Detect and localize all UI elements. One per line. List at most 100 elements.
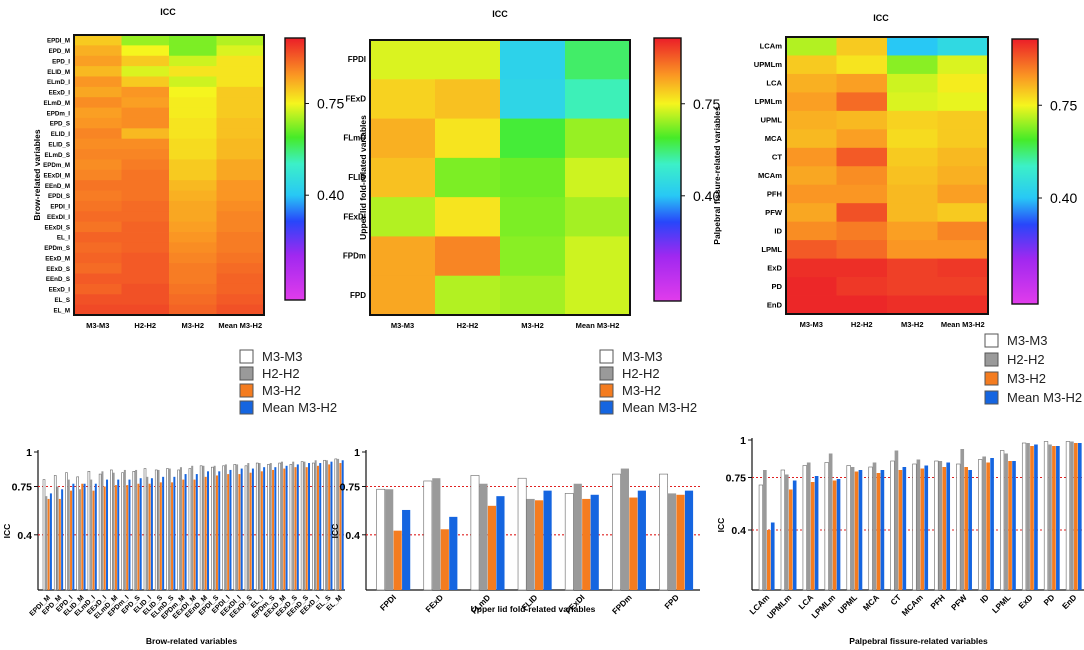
heatmap-cell: [169, 190, 217, 202]
heatmap-row-label: EExD_I: [49, 287, 71, 294]
bar: [300, 461, 304, 591]
x-tick-label: FExD: [424, 593, 445, 614]
heatmap-cell: [216, 55, 265, 67]
heatmap-cell: [169, 76, 217, 88]
heatmap-cell: [169, 221, 217, 233]
bar: [916, 459, 921, 590]
bar: [667, 493, 677, 590]
bar: [260, 471, 263, 590]
heatmap-cell: [435, 197, 501, 237]
bar: [207, 471, 210, 590]
heatmap-row-label: FLmD: [343, 134, 366, 143]
bar: [70, 490, 73, 590]
colorbar: [1011, 38, 1039, 305]
heatmap-column-label: M3-H2: [901, 320, 924, 329]
heatmap-cell: [169, 107, 217, 119]
heatmap-cell: [169, 66, 217, 77]
heatmap-cell: [836, 92, 888, 112]
bar: [312, 462, 315, 591]
heatmap-cell: [370, 197, 436, 237]
heatmap-row-label: PD: [771, 282, 782, 291]
bar: [890, 460, 895, 591]
bar: [224, 464, 227, 590]
legend-swatch: [239, 349, 254, 364]
bar: [770, 522, 775, 590]
colorbar-tick-label: 0.40: [317, 187, 344, 203]
bar: [792, 480, 797, 590]
heatmap-row-label: PFH: [767, 189, 782, 198]
bar: [229, 469, 232, 590]
heatmap-column-label: Mean M3-H2: [576, 321, 620, 330]
heatmap-cell: [121, 221, 170, 233]
heatmap-row-label: ELmD_S: [45, 152, 70, 159]
heatmap-cell: [887, 221, 938, 241]
heatmap-cell: [121, 190, 170, 202]
bar: [496, 496, 505, 590]
heatmap-cell: [74, 304, 122, 316]
heatmap-cell: [836, 277, 888, 296]
bar: [47, 498, 50, 590]
bar: [274, 467, 277, 590]
heatmap-cell: [836, 295, 888, 315]
bar: [824, 462, 829, 591]
heatmap-cell: [216, 304, 265, 316]
heatmap-cell: [216, 211, 265, 223]
heatmap-cell: [216, 283, 265, 295]
bar: [184, 474, 187, 590]
legend-swatch: [239, 366, 254, 381]
heatmap-row-label: EExDI_S: [45, 224, 70, 231]
heatmap-cell: [937, 240, 989, 259]
heatmap-border: [785, 36, 989, 315]
bar: [128, 479, 131, 590]
legend-label: M3-M3: [262, 349, 302, 364]
heatmap-row-label: LPMLm: [755, 97, 783, 106]
bar: [121, 472, 124, 591]
bar: [188, 468, 192, 591]
bar: [90, 479, 93, 590]
x-tick-label: FPD: [663, 593, 681, 611]
heatmap-cell: [169, 86, 217, 98]
heatmap-cell: [565, 197, 631, 237]
heatmap-cell: [786, 147, 837, 167]
heatmap-row-label: MCAm: [758, 171, 782, 180]
heatmap-cell: [169, 252, 217, 264]
bar: [61, 489, 64, 590]
heatmap-cell: [786, 277, 837, 296]
heatmap-column-label: H2-H2: [457, 321, 479, 330]
bar: [968, 470, 972, 590]
bar: [267, 464, 270, 591]
y-tick-label: 1: [354, 447, 360, 459]
bar: [1000, 450, 1005, 591]
heatmap-row-label: ELID_S: [48, 141, 70, 148]
bar: [393, 530, 402, 590]
heatmap-cell: [435, 275, 501, 316]
heatmap-cell: [370, 275, 436, 316]
heatmap-row-label: EExD_I: [49, 90, 71, 97]
heatmap-column-label: M3-M3: [86, 321, 109, 330]
bar: [157, 469, 160, 590]
heatmap-cell: [500, 79, 566, 119]
bar: [67, 479, 70, 590]
heatmap-cell: [937, 147, 989, 167]
heatmap-cell: [370, 157, 436, 198]
heatmap-cell: [121, 283, 170, 295]
heatmap-cell: [169, 263, 217, 274]
bar: [328, 464, 331, 590]
bar: [872, 462, 877, 590]
heatmap-cell: [169, 97, 217, 108]
legend-label: Mean M3-H2: [262, 400, 337, 415]
heatmap-cell: [216, 169, 265, 181]
legend-swatch: [984, 390, 999, 405]
heatmap-cell: [169, 35, 217, 46]
legend-label: H2-H2: [622, 366, 660, 381]
bar: [1052, 446, 1056, 590]
bar: [385, 489, 394, 590]
heatmap-cell: [937, 221, 989, 241]
x-tick-label: LPML: [991, 593, 1013, 615]
heatmap-row-label: ID: [774, 226, 782, 235]
bar: [236, 464, 239, 590]
legend-1: M3-M3 H2-H2 M3-H2 Mean M3-H2: [239, 349, 337, 415]
heatmap-cell: [836, 221, 888, 241]
heatmap-row-label: CT: [772, 153, 782, 162]
